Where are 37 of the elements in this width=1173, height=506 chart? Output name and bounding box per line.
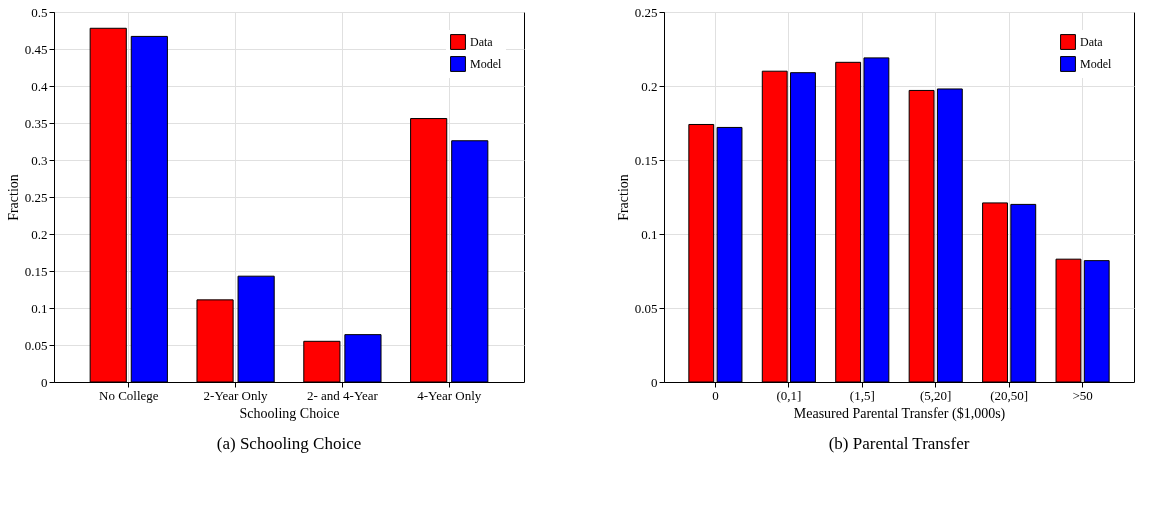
- y-tick-label: 0.2: [31, 226, 48, 242]
- text: (b) Parental Transfer: [828, 434, 970, 453]
- x-tick-label: (20,50]: [990, 387, 1029, 403]
- y-tick-label: 0.05: [24, 337, 48, 353]
- y-tick-label: 0.45: [24, 41, 48, 57]
- y-tick-label: 0.2: [641, 78, 658, 94]
- y-axis-title: Fraction: [615, 174, 631, 221]
- legend-label: Data: [470, 35, 494, 49]
- x-tick-label: No College: [98, 387, 159, 403]
- x-tick-label: (1,5]: [849, 387, 875, 403]
- y-tick-label: 0.25: [24, 189, 48, 205]
- x-axis-title: Measured Parental Transfer ($1,000s): [793, 405, 1006, 422]
- x-tick-label: 2- and 4-Year: [306, 387, 379, 403]
- x-tick-label: (0,1]: [776, 387, 802, 403]
- y-tick-label: 0: [41, 374, 48, 390]
- legend-label: Model: [470, 57, 502, 71]
- x-tick-label: 2-Year Only: [203, 387, 269, 403]
- y-tick-label: 0.25: [634, 4, 658, 20]
- y-tick-label: 0.05: [634, 300, 658, 316]
- y-tick-label: 0.3: [31, 152, 48, 168]
- x-tick-label: 4-Year Only: [417, 387, 482, 403]
- x-axis-title: Schooling Choice: [239, 405, 340, 421]
- y-tick-label: 0: [651, 374, 658, 390]
- y-axis-title: Fraction: [5, 174, 21, 221]
- y-tick-label: 0.15: [634, 152, 658, 168]
- x-tick-label: 0: [712, 387, 719, 403]
- y-tick-label: 0.1: [641, 226, 658, 242]
- x-tick-label: >50: [1072, 387, 1093, 403]
- y-tick-label: 0.5: [31, 4, 48, 20]
- y-tick-label: 0.4: [31, 78, 48, 94]
- legend-label: Model: [1080, 57, 1112, 71]
- legend-label: Data: [1080, 35, 1104, 49]
- y-tick-label: 0.35: [24, 115, 48, 131]
- y-tick-label: 0.15: [24, 263, 48, 279]
- y-tick-label: 0.1: [31, 300, 48, 316]
- text: (a) Schooling Choice: [216, 434, 362, 453]
- x-tick-label: (5,20]: [920, 387, 952, 403]
